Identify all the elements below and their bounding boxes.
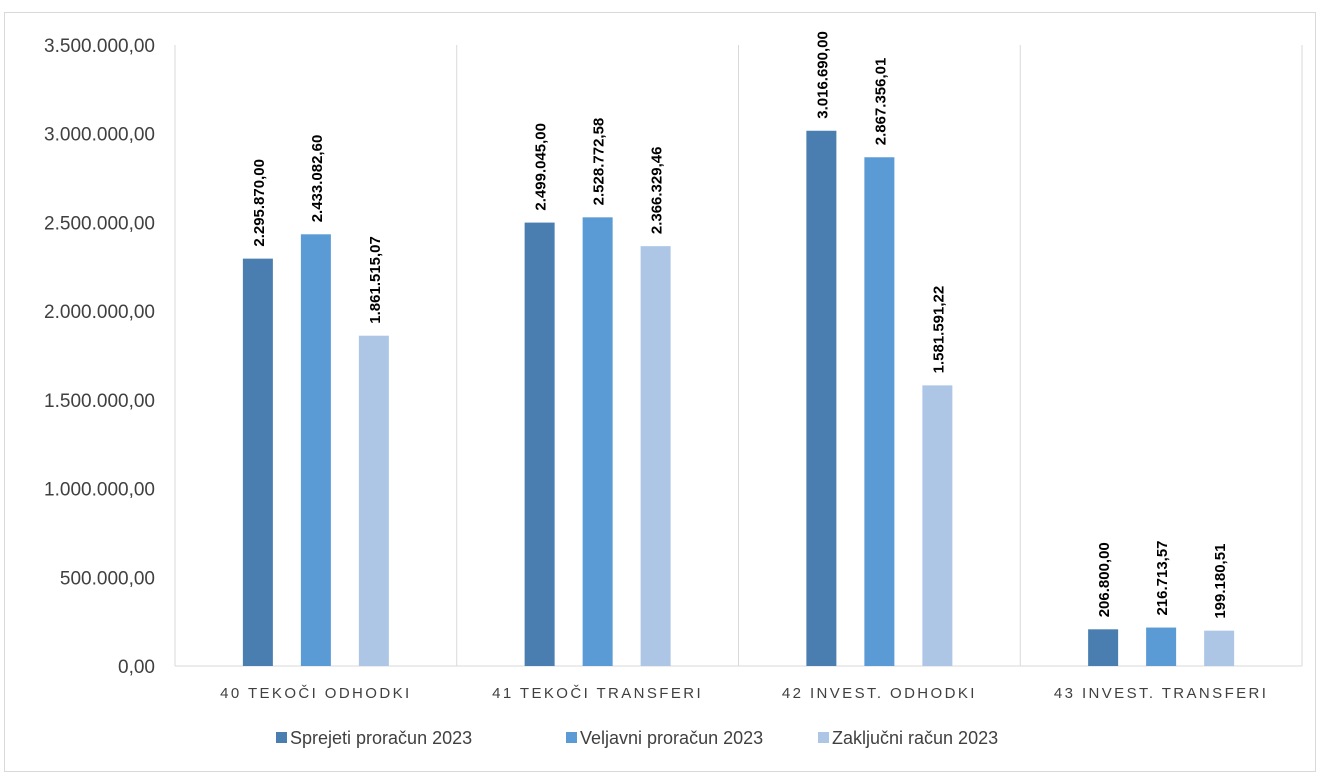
data-label: 2.366.329,46 [649,147,666,235]
x-tick-label: 43 INVEST. TRANSFERI [1054,685,1268,702]
legend-label: Veljavni proračun 2023 [580,728,763,748]
data-label: 3.016.690,00 [814,31,831,119]
legend-label: Sprejeti proračun 2023 [290,728,472,748]
bar [806,130,837,667]
legend-swatch [566,732,577,743]
data-label: 199.180,51 [1212,544,1229,619]
bar [640,246,671,666]
x-tick-label: 41 TEKOČI TRANSFERI [492,685,703,702]
data-label: 2.528.772,58 [591,118,608,206]
y-tick-label: 3.000.000,00 [44,125,155,146]
y-tick-label: 2.500.000,00 [44,213,155,234]
bar [864,157,895,666]
legend-swatch [276,732,287,743]
bar [582,217,613,666]
data-label: 2.295.870,00 [251,159,268,247]
data-label: 2.433.082,60 [309,135,326,223]
data-label: 1.861.515,07 [367,236,384,324]
bar [300,234,331,666]
data-label: 2.867.356,01 [872,58,889,146]
data-label: 1.581.591,22 [930,286,947,374]
data-label: 206.800,00 [1096,542,1113,617]
legend-swatch [818,732,829,743]
bar [1146,627,1177,666]
y-tick-label: 1.500.000,00 [44,391,155,412]
y-tick-label: 500.000,00 [60,568,155,589]
y-tick-label: 2.000.000,00 [44,302,155,323]
data-label: 216.713,57 [1154,540,1171,615]
bar [524,222,555,666]
y-tick-label: 0,00 [118,657,155,678]
bar [922,385,953,666]
bar [358,335,389,666]
y-tick-label: 1.000.000,00 [44,480,155,501]
y-tick-label: 3.500.000,00 [44,36,155,57]
x-tick-label: 40 TEKOČI ODHODKI [220,685,411,702]
bar [242,258,273,666]
x-tick-label: 42 INVEST. ODHODKI [782,685,977,702]
legend-label: Zaključni račun 2023 [832,728,998,748]
data-label: 2.499.045,00 [533,123,550,211]
bar [1088,629,1119,666]
bar [1204,630,1235,666]
